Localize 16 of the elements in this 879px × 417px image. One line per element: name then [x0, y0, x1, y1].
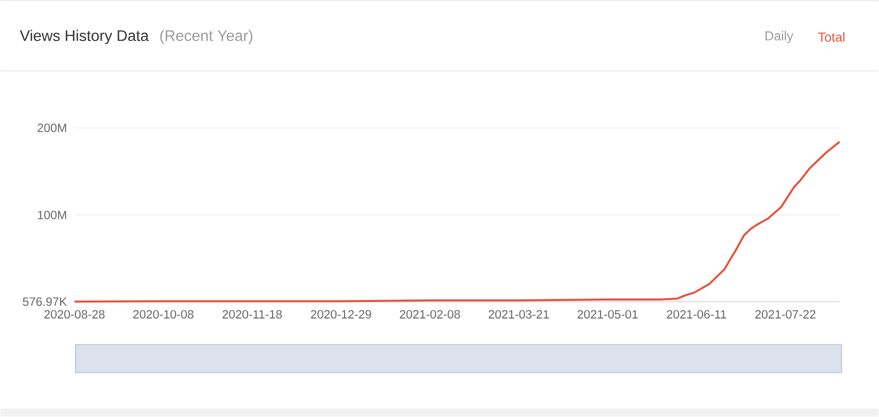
- x-tick-label: 2021-02-08: [400, 310, 460, 319]
- x-tick-label: 2020-11-18: [222, 310, 282, 319]
- x-tick-label: 2021-06-11: [666, 310, 726, 319]
- x-tick-label: 2021-07-22: [755, 310, 816, 319]
- x-tick-label: 2020-12-29: [310, 310, 372, 319]
- chart-title: Views History Data: [20, 30, 149, 44]
- x-tick-label: 2021-03-21: [488, 310, 549, 319]
- text: Daily: [766, 31, 794, 44]
- y-tick-label: 100M: [38, 210, 66, 220]
- y-tick-label: 200M: [38, 124, 66, 132]
- text: Total: [818, 32, 844, 42]
- x-tick-label: 2020-10-08: [133, 310, 194, 319]
- x-tick-label: 2020-08-28: [44, 310, 105, 319]
- chart-subtitle: (Recent Year): [160, 30, 252, 44]
- y-tick-label: 576.97K: [22, 298, 67, 306]
- x-tick-label: 2021-05-01: [578, 310, 638, 319]
